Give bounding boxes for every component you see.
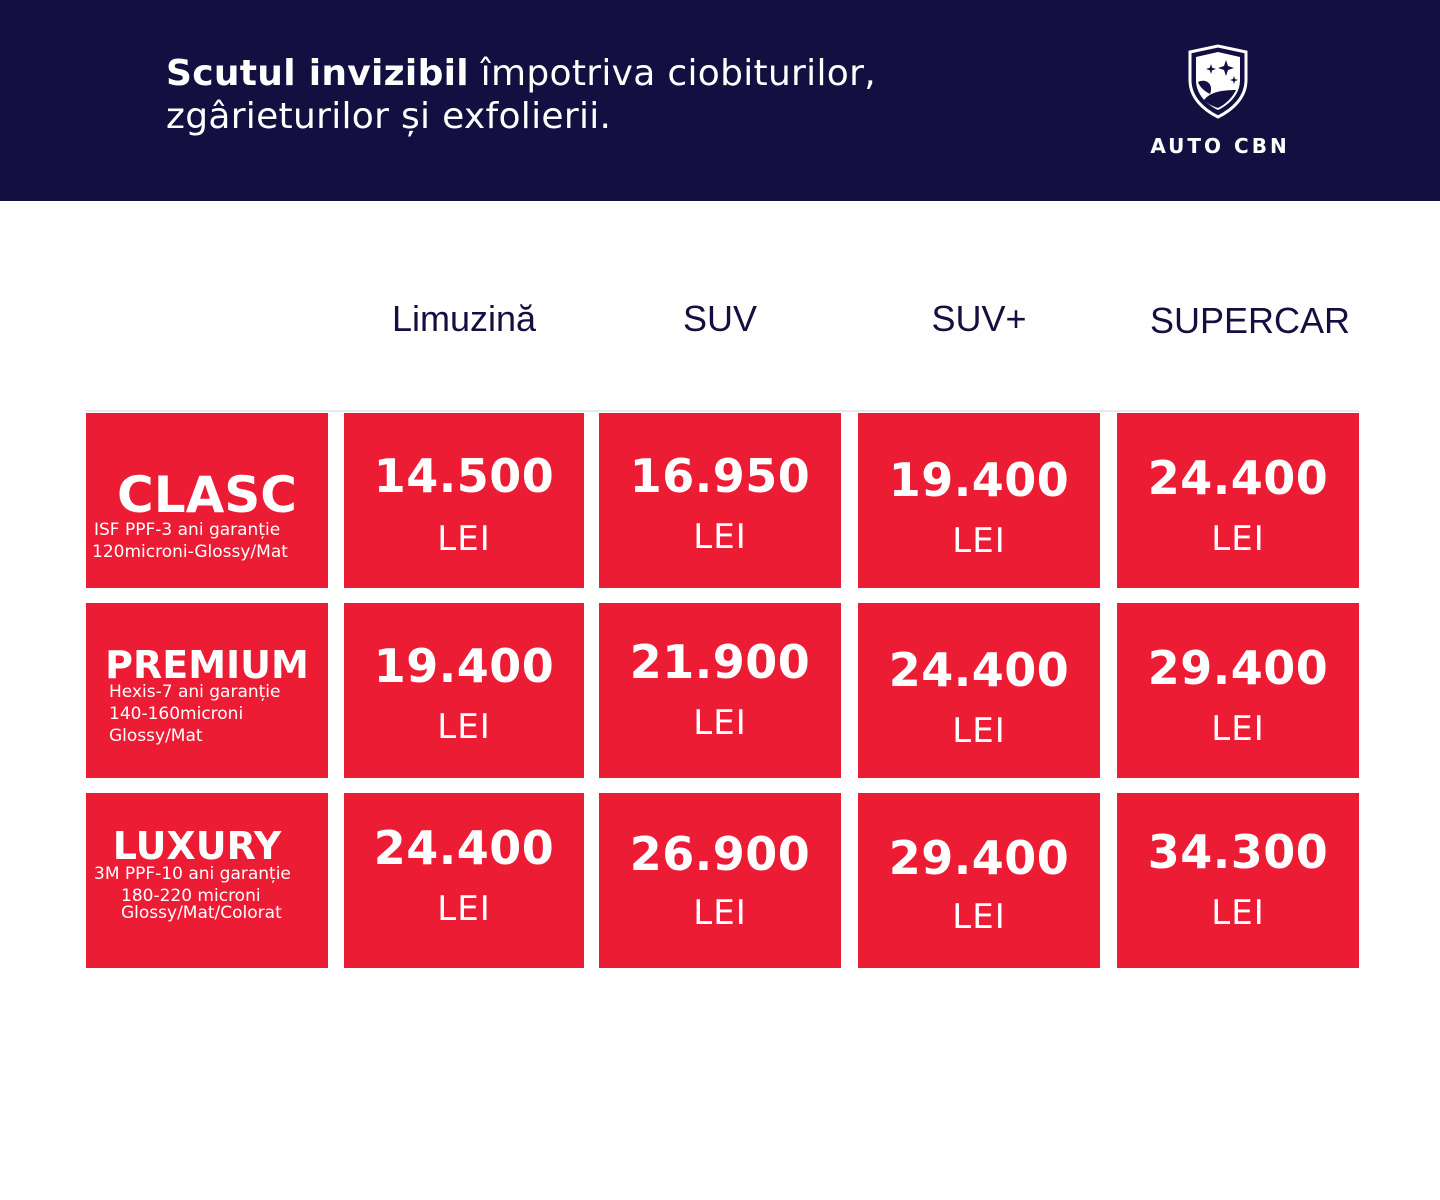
price-currency: LEI: [952, 711, 1006, 751]
tier-desc-line: ISF PPF-3 ani garanție: [94, 520, 281, 540]
price-value: 34.300: [1147, 825, 1329, 879]
tier-desc-line: Glossy/Mat: [109, 726, 203, 746]
price-currency: LEI: [1211, 519, 1265, 559]
price-cell-clasc-supercar[interactable]: 24.400 LEI: [1117, 413, 1359, 588]
brand-logo[interactable]: AUTO CBN: [1135, 44, 1305, 164]
price-currency: LEI: [693, 517, 747, 557]
price-value: 24.400: [373, 821, 555, 875]
price-cell-luxury-suv-plus[interactable]: 29.400 LEI: [858, 793, 1100, 968]
headline-line-2: zgârieturilor și exfolierii.: [166, 96, 612, 137]
header-banner: Scutul invizibil împotriva ciobiturilor,…: [0, 0, 1440, 201]
price-cell-luxury-supercar[interactable]: 34.300 LEI: [1117, 793, 1359, 968]
column-header-supercar: SUPERCAR: [1149, 300, 1351, 341]
tier-name: PREMIUM: [105, 643, 309, 687]
tier-desc-line: 120microni-Glossy/Mat: [92, 542, 288, 562]
price-value: 26.900: [629, 827, 811, 881]
price-currency: LEI: [437, 889, 491, 929]
price-value: 24.400: [888, 643, 1070, 697]
price-currency: LEI: [693, 703, 747, 743]
price-currency: LEI: [693, 893, 747, 933]
price-value: 21.900: [629, 635, 811, 689]
tier-desc-line: Glossy/Mat/Colorat: [121, 903, 282, 923]
price-cell-luxury-limuzina[interactable]: 24.400 LEI: [344, 793, 584, 968]
headline: Scutul invizibil împotriva ciobiturilor,…: [166, 52, 876, 138]
tier-desc-line: Hexis-7 ani garanție: [109, 682, 281, 702]
price-currency: LEI: [952, 897, 1006, 937]
logo-text: AUTO CBN: [1150, 134, 1290, 158]
price-currency: LEI: [437, 707, 491, 747]
shield-stars-icon: [1188, 44, 1248, 119]
tier-desc-line: 3M PPF-10 ani garanție: [94, 864, 291, 884]
price-cell-luxury-suv[interactable]: 26.900 LEI: [599, 793, 841, 968]
price-cell-clasc-limuzina[interactable]: 14.500 LEI: [344, 413, 584, 588]
price-currency: LEI: [1211, 709, 1265, 749]
tier-label-premium: PREMIUM Hexis-7 ani garanție 140-160micr…: [86, 603, 328, 778]
price-value: 29.400: [888, 831, 1070, 885]
tier-name: CLASC: [117, 466, 297, 524]
price-cell-premium-suv-plus[interactable]: 24.400 LEI: [858, 603, 1100, 778]
price-cell-premium-limuzina[interactable]: 19.400 LEI: [344, 603, 584, 778]
table-divider: [86, 410, 1359, 412]
price-value: 19.400: [888, 453, 1070, 507]
price-cell-premium-supercar[interactable]: 29.400 LEI: [1117, 603, 1359, 778]
column-header-suv: SUV: [682, 298, 758, 339]
tier-label-clasc: CLASC ISF PPF-3 ani garanție 120microni-…: [86, 413, 328, 588]
price-cell-clasc-suv-plus[interactable]: 19.400 LEI: [858, 413, 1100, 588]
price-cell-premium-suv[interactable]: 21.900 LEI: [599, 603, 841, 778]
price-value: 29.400: [1147, 641, 1329, 695]
price-value: 14.500: [373, 449, 555, 503]
price-currency: LEI: [1211, 893, 1265, 933]
tier-name: LUXURY: [112, 824, 282, 868]
price-value: 19.400: [373, 639, 555, 693]
price-cell-clasc-suv[interactable]: 16.950 LEI: [599, 413, 841, 588]
column-header-limuzina: Limuzină: [391, 298, 537, 339]
price-value: 16.950: [629, 449, 811, 503]
tier-desc-line: 180-220 microni: [121, 886, 261, 906]
price-value: 24.400: [1147, 451, 1329, 505]
headline-bold: Scutul invizibil: [166, 53, 469, 94]
tier-label-luxury: LUXURY 3M PPF-10 ani garanție 180-220 mi…: [86, 793, 328, 968]
price-currency: LEI: [437, 519, 491, 559]
tier-desc-line: 140-160microni: [109, 704, 244, 724]
price-currency: LEI: [952, 521, 1006, 561]
headline-rest: împotriva ciobiturilor,: [468, 53, 876, 94]
column-header-suv-plus: SUV+: [931, 298, 1027, 339]
